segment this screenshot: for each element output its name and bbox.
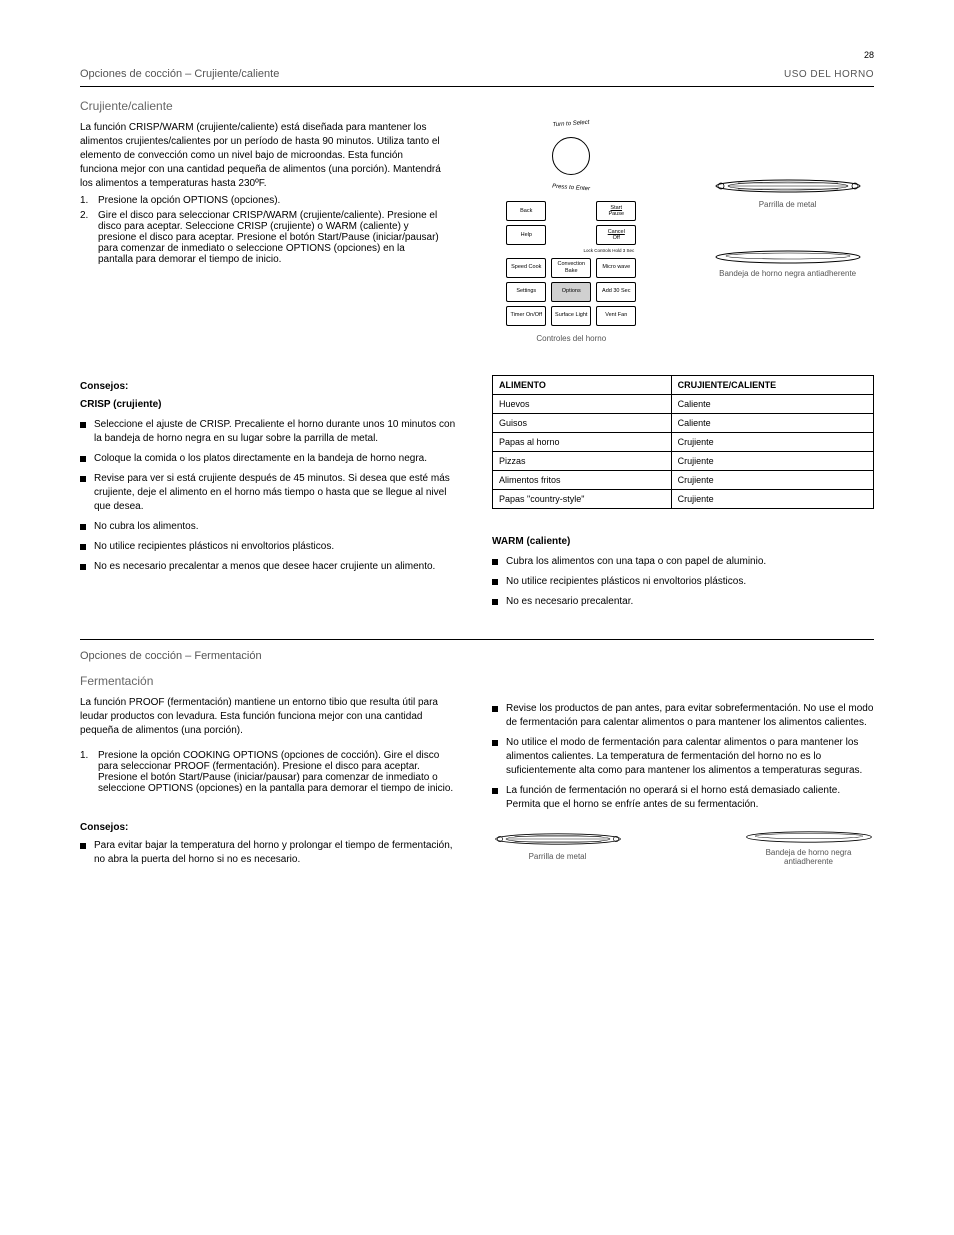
options-button-highlighted: Options — [551, 282, 591, 302]
crispwarm-intro-col: La función CRISP/WARM (crujiente/calient… — [80, 121, 441, 343]
proof-rack-illustrations: Parrilla de metal Bandeja de horno negra… — [492, 830, 874, 866]
proof-right-col: Revise los productos de pan antes, para … — [492, 696, 874, 873]
crisp-tip-4: No cubra los alimentos. — [94, 520, 462, 534]
proof-left-col: La función PROOF (fermentación) mantiene… — [80, 696, 462, 873]
table-row: Alimentos fritosCrujiente — [493, 470, 874, 489]
proof-tip-r2: No utilice el modo de fermentación para … — [506, 736, 874, 778]
panel-caption: Controles del horno — [461, 334, 681, 343]
tips-right-col: ALIMENTO CRUJIENTE/CALIENTE HuevosCalien… — [492, 371, 874, 615]
tips-left-col: Consejos: CRISP (crujiente) Seleccione e… — [80, 371, 462, 615]
warm-label: WARM (caliente) — [492, 536, 570, 547]
section-header: Opciones de cocción – Crujiente/caliente… — [80, 68, 874, 80]
metal-rack-label: Parrilla de metal — [713, 200, 863, 209]
cancel-off-button: CancelOff — [596, 225, 636, 245]
proof-header-text: Opciones de cocción – Fermentación — [80, 650, 262, 662]
food-table: ALIMENTO CRUJIENTE/CALIENTE HuevosCalien… — [492, 375, 874, 509]
proof-intro: La función PROOF (fermentación) mantiene… — [80, 696, 462, 738]
proof-tips-heading: Consejos: — [80, 822, 462, 833]
help-button: Help — [506, 225, 546, 245]
crispwarm-title: Crujiente/caliente — [80, 99, 874, 113]
timer-button: Timer On/Off — [506, 306, 546, 326]
dial-label-top: Turn to Select — [536, 119, 606, 130]
proof-step-num-1: 1. — [80, 750, 98, 794]
dial-label-bottom: Press to Enter — [536, 183, 606, 194]
proof-title: Fermentación — [80, 674, 874, 688]
add-30-sec-button: Add 30 Sec — [596, 282, 636, 302]
proof-metal-rack-icon — [493, 830, 623, 848]
proof-section-header: Opciones de cocción – Fermentación — [80, 639, 874, 662]
black-pan-icon — [713, 249, 863, 265]
section-rule — [80, 86, 874, 87]
settings-button: Settings — [506, 282, 546, 302]
vent-fan-button: Vent Fan — [596, 306, 636, 326]
table-row: Papas "country-style"Crujiente — [493, 489, 874, 508]
crisp-label: CRISP (crujiente) — [80, 399, 162, 410]
surface-light-button: Surface Light — [551, 306, 591, 326]
proof-tip-left-1: Para evitar bajar la temperatura del hor… — [94, 839, 462, 867]
table-row: GuisosCaliente — [493, 413, 874, 432]
table-row: Papas al hornoCrujiente — [493, 432, 874, 451]
proof-black-pan-label: Bandeja de horno negra antiadherente — [743, 848, 874, 866]
table-row: HuevosCaliente — [493, 394, 874, 413]
microwave-button: Micro wave — [596, 258, 636, 278]
warm-tip-3: No es necesario precalentar. — [506, 595, 874, 609]
dial-icon — [552, 137, 590, 175]
crisp-tip-2: Coloque la comida o los platos directame… — [94, 452, 462, 466]
proof-tip-r3: La función de fermentación no operará si… — [506, 784, 874, 812]
tips-heading: Consejos: — [80, 381, 462, 392]
crisp-tip-5: No utilice recipientes plásticos ni envo… — [94, 540, 462, 554]
convection-bake-button: Convection Bake — [551, 258, 591, 278]
rack-illustrations: Parrilla de metal Bandeja de horno negra… — [701, 121, 874, 343]
page-number-top: 28 — [80, 50, 874, 60]
start-pause-button: StartPause — [596, 201, 636, 221]
lock-controls-label: Lock Controls Hold 3 Sec — [506, 249, 634, 254]
table-col1-head: ALIMENTO — [493, 375, 672, 394]
warm-tip-2: No utilice recipientes plásticos ni envo… — [506, 575, 874, 589]
back-button: Back — [506, 201, 546, 221]
proof-step-1: Presione la opción COOKING OPTIONS (opci… — [98, 750, 462, 794]
speed-cook-button: Speed Cook — [506, 258, 546, 278]
proof-tip-r1: Revise los productos de pan antes, para … — [506, 702, 874, 730]
control-panel-illustration: Turn to Select Press to Enter Back Start… — [461, 121, 681, 343]
proof-black-pan-icon — [744, 830, 874, 844]
table-row: PizzasCrujiente — [493, 451, 874, 470]
crisp-tip-3: Revise para ver si está crujiente despué… — [94, 472, 462, 514]
crispwarm-intro: La función CRISP/WARM (crujiente/calient… — [80, 121, 441, 191]
black-pan-label: Bandeja de horno negra antiadherente — [713, 269, 863, 278]
warm-tip-1: Cubra los alimentos con una tapa o con p… — [506, 555, 874, 569]
crisp-tip-1: Seleccione el ajuste de CRISP. Precalien… — [94, 418, 462, 446]
section-title-left: Opciones de cocción – Crujiente/caliente — [80, 68, 279, 80]
proof-metal-rack-label: Parrilla de metal — [492, 852, 623, 861]
table-col2-head: CRUJIENTE/CALIENTE — [671, 375, 873, 394]
crisp-tip-6: No es necesario precalentar a menos que … — [94, 560, 462, 574]
step-2-text: Gire el disco para seleccionar CRISP/WAR… — [98, 210, 441, 265]
step-1-text: Presione la opción OPTIONS (opciones). — [98, 195, 441, 206]
section-title-right: USO DEL HORNO — [784, 69, 874, 80]
step-num-1: 1. — [80, 195, 98, 206]
metal-rack-icon — [713, 176, 863, 196]
step-num-2: 2. — [80, 210, 98, 265]
